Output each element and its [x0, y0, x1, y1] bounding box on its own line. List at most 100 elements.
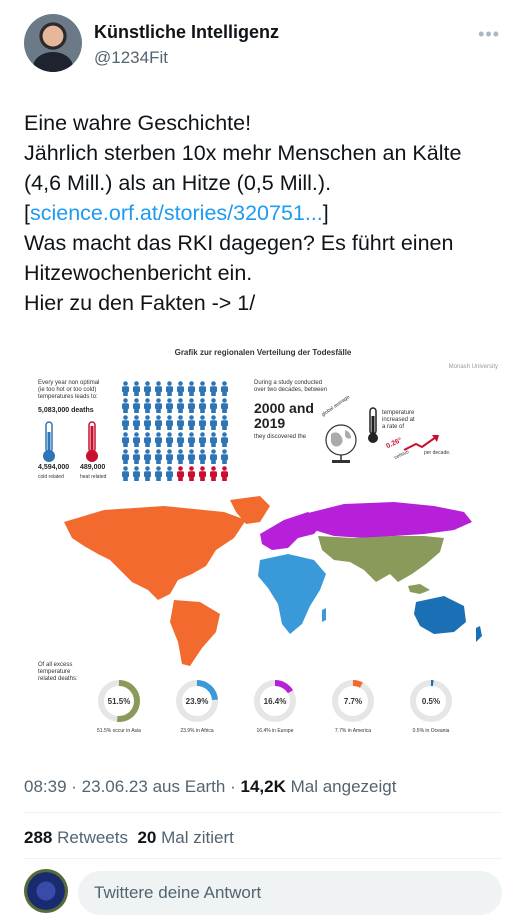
donut-label: 51.5% — [108, 697, 131, 706]
map-russia — [304, 502, 472, 538]
tweet-date[interactable]: 23.06.23 — [81, 777, 148, 796]
cold-person-icon — [122, 415, 129, 430]
cold-person-icon — [177, 415, 184, 430]
study-text: During a study conducted over two decade… — [254, 380, 327, 394]
cold-person-icon — [188, 381, 195, 396]
donut-ring: 16.4% — [254, 680, 296, 722]
cold-person-icon — [144, 398, 151, 413]
excess-line: related deaths: — [38, 676, 78, 682]
cold-person-icon — [122, 432, 129, 447]
donut-label: 7.7% — [344, 697, 362, 706]
heat-person-icon — [210, 466, 217, 481]
divider — [24, 858, 502, 859]
author-handle[interactable]: @1234Fit — [94, 48, 168, 67]
temp-line: a rate of — [382, 424, 405, 430]
link-bracket-open: [ — [24, 201, 30, 225]
tweet-time[interactable]: 08:39 — [24, 777, 67, 796]
tweet-meta: 08:39 · 23.06.23 aus Earth · 14,2K Mal a… — [24, 777, 396, 797]
cold-person-icon — [166, 466, 173, 481]
view-count-label: Mal angezeigt — [290, 777, 397, 796]
years-line: 2019 — [254, 415, 286, 431]
intro-line: (ie too hot or too cold) — [38, 387, 97, 393]
quote-count[interactable]: 20 — [137, 828, 157, 847]
donut-chart: 0.5% 0.5% in Oceania — [396, 678, 466, 744]
study-line: During a study conducted — [254, 380, 323, 386]
people-grid — [122, 381, 228, 481]
map-asia — [318, 536, 444, 582]
donut-ring: 51.5% — [98, 680, 140, 722]
donut-row: 51.5% 51.5% occur in Asia 23.9% 23.9% in Af… — [84, 678, 494, 744]
meta-separator: · — [71, 777, 82, 796]
cold-person-icon — [199, 415, 206, 430]
tweet-image[interactable]: Grafik zur regionalen Verteilung der Tod… — [24, 340, 502, 748]
cold-person-icon — [166, 415, 173, 430]
infographic-title: Grafik zur regionalen Verteilung der Tod… — [174, 348, 352, 357]
donut-chart: 16.4% 16.4% in Europe — [240, 678, 310, 744]
excess-line: Of all excess — [38, 662, 73, 668]
donut-caption: 16.4% in Europe — [256, 728, 294, 734]
years-line: 2000 and — [254, 400, 314, 416]
map-south-america — [170, 600, 220, 666]
donut-ring: 0.5% — [410, 680, 452, 722]
donut-segment — [332, 680, 374, 722]
cold-person-icon — [221, 415, 228, 430]
tweet-line: (4,6 Mill.) als an Hitze (0,5 Mill.). — [24, 171, 332, 195]
cold-person-icon — [122, 466, 129, 481]
cold-person-icon — [177, 381, 184, 396]
tweet-source: aus Earth — [152, 777, 226, 796]
cold-person-icon — [188, 449, 195, 464]
retweet-label[interactable]: Retweets — [57, 828, 128, 847]
cold-person-icon — [177, 449, 184, 464]
donut-chart: 7.7% 7.7% in America — [318, 678, 388, 744]
donut-caption: 7.7% in America — [334, 728, 372, 734]
cold-person-icon — [122, 381, 129, 396]
heat-person-icon — [177, 466, 184, 481]
world-map — [64, 496, 482, 666]
tweet-line: Jährlich sterben 10x mehr Menschen an Kä… — [24, 141, 462, 165]
tweet-stats: 288 Retweets 20 Mal zitiert — [24, 828, 234, 848]
cold-person-icon — [166, 381, 173, 396]
donut-segment — [98, 680, 140, 722]
user-avatar[interactable] — [24, 869, 68, 913]
retweet-count[interactable]: 288 — [24, 828, 53, 847]
heat-person-icon — [221, 466, 228, 481]
donut-ring: 23.9% — [176, 680, 218, 722]
discovered-text: they discovered the — [254, 434, 307, 440]
more-options-icon[interactable]: ••• — [478, 24, 500, 44]
author-name[interactable]: Künstliche Intelligenz — [94, 22, 280, 42]
cold-person-icon — [133, 415, 140, 430]
tweet-line: Eine wahre Geschichte! — [24, 111, 252, 135]
reply-input[interactable]: Twittere deine Antwort — [78, 871, 502, 915]
map-europe — [260, 512, 324, 550]
map-north-america — [64, 506, 246, 600]
cold-person-icon — [221, 398, 228, 413]
cold-person-icon — [133, 398, 140, 413]
map-madagascar — [322, 608, 326, 622]
cold-thermometer-icon — [43, 421, 55, 462]
map-southeast-asia — [408, 584, 430, 594]
cold-person-icon — [177, 432, 184, 447]
author-avatar[interactable] — [24, 14, 82, 72]
temperature-text: temperature increased at a rate of — [382, 410, 415, 431]
donut-caption: 0.5% in Oceania — [412, 728, 450, 734]
total-deaths: 5,083,000 deaths — [38, 407, 94, 414]
cold-label: cold related — [38, 474, 64, 480]
global-average-label: global average — [320, 394, 351, 418]
quote-label[interactable]: Mal zitiert — [161, 828, 234, 847]
cold-person-icon — [199, 432, 206, 447]
heat-value: 489,000 — [80, 464, 106, 471]
tweet-line: Was macht das RKI dagegen? Es führt eine… — [24, 231, 454, 255]
donut-ring: 7.7% — [332, 680, 374, 722]
cold-person-icon — [199, 381, 206, 396]
heat-thermometer-icon — [86, 421, 98, 462]
cold-value: 4,594,000 — [38, 464, 70, 471]
cold-person-icon — [133, 432, 140, 447]
donut-chart: 23.9% 23.9% in Africa — [162, 678, 232, 744]
map-greenland — [230, 496, 270, 524]
article-link[interactable]: science.orf.at/stories/320751... — [29, 201, 323, 225]
donut-label: 16.4% — [264, 697, 287, 706]
thermometer-icons — [43, 421, 98, 462]
map-new-zealand — [476, 626, 482, 642]
link-bracket-close: ] — [322, 201, 329, 225]
donut-segment — [410, 680, 452, 722]
